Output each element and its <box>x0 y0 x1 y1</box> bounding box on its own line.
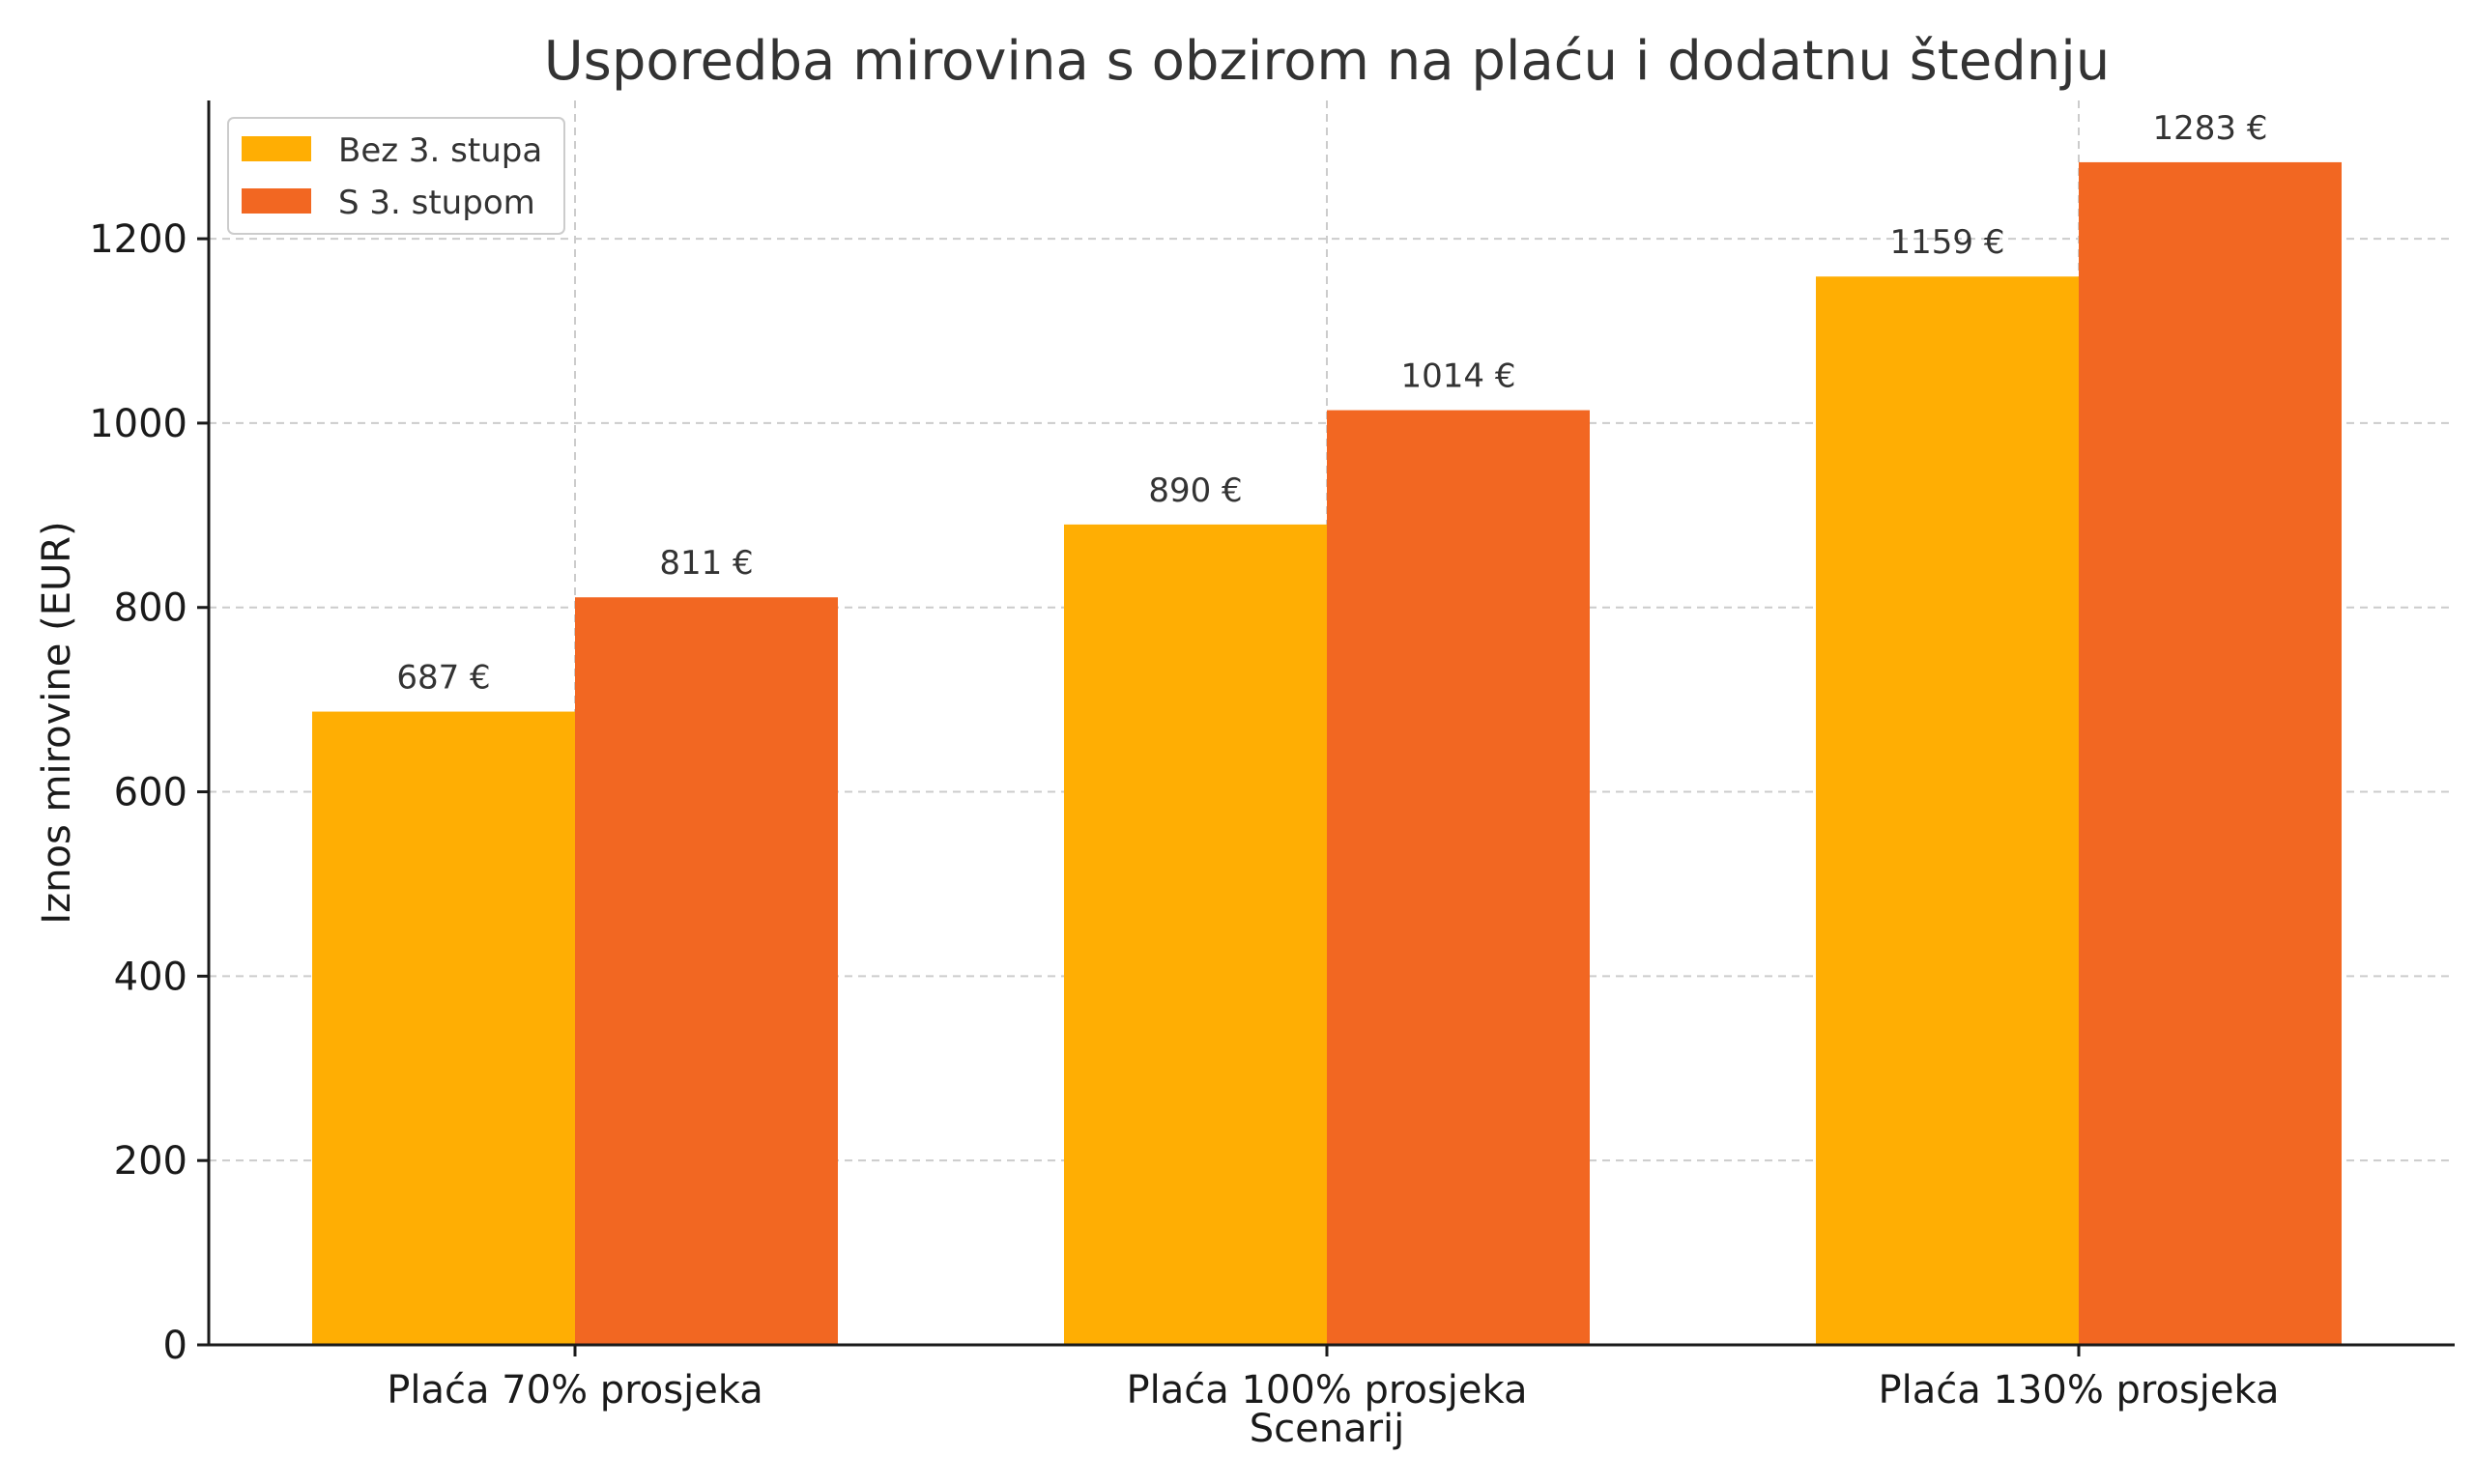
bar-value-label: 1159 € <box>1890 223 2005 262</box>
y-tick-label: 1200 <box>89 217 187 262</box>
y-tick-label: 600 <box>114 771 187 815</box>
bar-bez-3-stupa-2 <box>1064 524 1327 1345</box>
bar-bez-3-stupa-1 <box>312 711 575 1345</box>
x-tick-label: Plaća 70% prosjeka <box>387 1368 763 1413</box>
legend-label: S 3. stupom <box>338 184 535 222</box>
y-tick-label: 800 <box>114 586 187 631</box>
x-axis-label: Scenarij <box>1250 1407 1405 1451</box>
legend-frame <box>227 117 565 235</box>
bar-bez-3-stupa-3 <box>1816 276 2079 1345</box>
bar-s-3-stupom-3 <box>2079 161 2342 1345</box>
bar-value-label: 811 € <box>659 544 753 583</box>
y-tick-label: 0 <box>163 1324 187 1368</box>
x-tick-label: Plaća 130% prosjeka <box>1879 1368 2280 1413</box>
bar-value-label: 1014 € <box>1401 357 1516 396</box>
legend-swatch-s-3-stupom <box>242 188 311 214</box>
bar-s-3-stupom-2 <box>1327 410 1590 1346</box>
axes <box>207 100 2455 1347</box>
bar-value-label: 890 € <box>1148 471 1242 510</box>
bar-value-labels: 687 € 890 € 1159 € 811 € 1014 € 1283 € <box>396 109 2267 698</box>
legend-label: Bez 3. stupa <box>338 131 542 170</box>
y-tick-label: 1000 <box>89 402 187 446</box>
bar-value-label: 687 € <box>396 659 490 698</box>
x-ticks: Plaća 70% prosjeka Plaća 100% prosjeka Pla… <box>387 1345 2280 1413</box>
x-tick-label: Plaća 100% prosjeka <box>1127 1368 1528 1413</box>
bar-value-label: 1283 € <box>2153 109 2268 148</box>
y-ticks: 0 200 400 600 800 1000 1200 <box>89 217 209 1368</box>
chart-title: Usporedba mirovina s obzirom na plaću i … <box>544 30 2111 93</box>
y-tick-label: 200 <box>114 1139 187 1184</box>
y-axis-label: Iznos mirovine (EUR) <box>35 521 79 924</box>
legend-swatch-bez-3-stupa <box>242 136 311 161</box>
y-tick-label: 400 <box>114 955 187 999</box>
legend: Bez 3. stupa S 3. stupom <box>227 117 565 235</box>
bar-s-3-stupom-1 <box>575 597 838 1345</box>
bars <box>312 161 2342 1346</box>
